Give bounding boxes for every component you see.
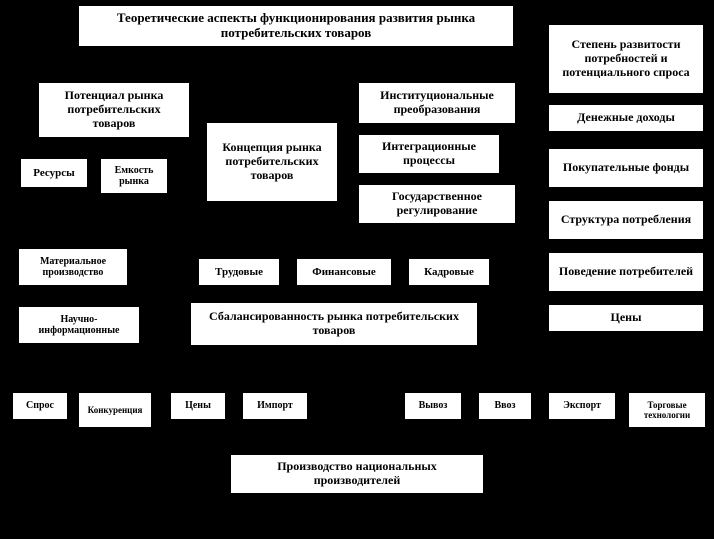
science-info-box: Научно-информационные [18, 306, 140, 344]
competition-box: Конкуренция [78, 392, 152, 428]
trade-tech-box: Торговые технологии [628, 392, 706, 428]
prices-right-box: Цены [548, 304, 704, 332]
labor-box: Трудовые [198, 258, 280, 286]
demand-box: Спрос [12, 392, 68, 420]
resources-box: Ресурсы [20, 158, 88, 188]
balance-box: Сбалансированность рынка потребительских… [190, 302, 478, 346]
institutional-box: Институциональные преобразования [358, 82, 516, 124]
production-box: Производство национальных производителей [230, 454, 484, 494]
staff-box: Кадровые [408, 258, 490, 286]
degree-box: Степень развитости потребностей и потенц… [548, 24, 704, 94]
inflow-box: Ввоз [478, 392, 532, 420]
structure-box: Структура потребления [548, 200, 704, 240]
concept-box: Концепция рынка потребительских товаров [206, 122, 338, 202]
prices-bottom-box: Цены [170, 392, 226, 420]
integration-box: Интеграционные процессы [358, 134, 500, 174]
funds-box: Покупательные фонды [548, 148, 704, 188]
behavior-box: Поведение потребителей [548, 252, 704, 292]
money-income-box: Денежные доходы [548, 104, 704, 132]
export-box: Экспорт [548, 392, 616, 420]
outflow-box: Вывоз [404, 392, 462, 420]
potential-box: Потенциал рынка потребительских товаров [38, 82, 190, 138]
material-box: Материальное производство [18, 248, 128, 286]
import-box: Импорт [242, 392, 308, 420]
finance-box: Финансовые [296, 258, 392, 286]
gov-regulation-box: Государственное регулирование [358, 184, 516, 224]
title-box: Теоретические аспекты функционирования р… [78, 5, 514, 47]
capacity-box: Емкость рынка [100, 158, 168, 194]
